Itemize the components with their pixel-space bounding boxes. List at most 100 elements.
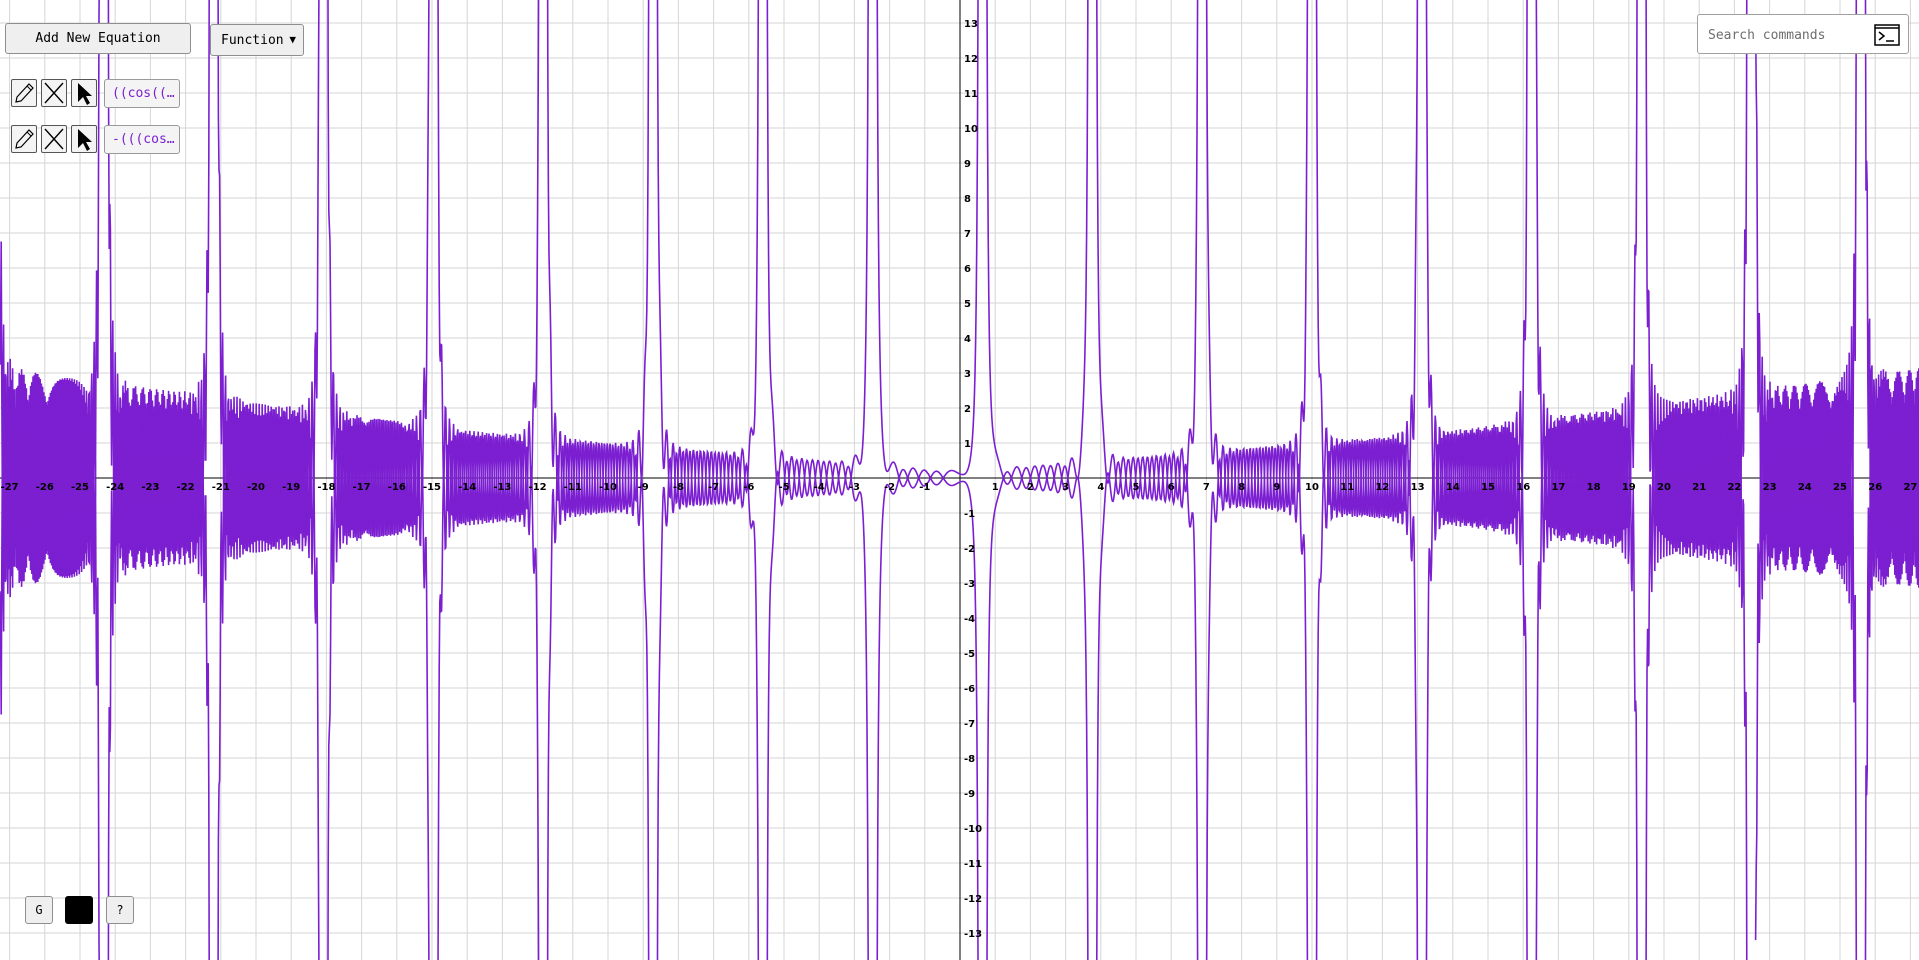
x-tick-label: 16 <box>1516 482 1530 493</box>
y-tick-label: 5 <box>964 299 971 310</box>
x-tick-label: -11 <box>564 482 582 493</box>
select-cursor-icon[interactable] <box>71 125 97 153</box>
x-tick-label: 26 <box>1868 482 1882 493</box>
x-tick-label: 8 <box>1238 482 1245 493</box>
x-tick-label: 21 <box>1692 482 1706 493</box>
edit-pencil-icon[interactable] <box>11 79 37 107</box>
y-tick-label: -6 <box>964 684 975 695</box>
y-tick-label: 10 <box>964 124 978 135</box>
x-tick-label: 15 <box>1481 482 1495 493</box>
x-tick-label: 10 <box>1305 482 1319 493</box>
x-tick-label: 22 <box>1727 482 1741 493</box>
y-tick-label: 4 <box>964 334 971 345</box>
y-tick-label: 8 <box>964 194 971 205</box>
x-tick-label: -15 <box>423 482 441 493</box>
color-swatch-button[interactable] <box>65 896 93 924</box>
x-tick-label: -13 <box>493 482 511 493</box>
x-tick-label: -14 <box>458 482 476 493</box>
x-tick-label: -19 <box>282 482 300 493</box>
chevron-down-icon: ▼ <box>289 33 296 46</box>
x-tick-label: -26 <box>36 482 54 493</box>
x-tick-label: 11 <box>1340 482 1354 493</box>
y-tick-label: 7 <box>964 229 971 240</box>
y-tick-label: -5 <box>964 649 975 660</box>
equation-label[interactable]: ((cos((… <box>104 79 180 108</box>
x-tick-label: 1 <box>992 482 999 493</box>
x-tick-label: -2 <box>884 482 895 493</box>
x-tick-label: 24 <box>1798 482 1812 493</box>
x-tick-label: 12 <box>1375 482 1389 493</box>
x-tick-label: 20 <box>1657 482 1671 493</box>
y-tick-label: -3 <box>964 579 975 590</box>
y-tick-label: 12 <box>964 54 978 65</box>
grid-toggle-button[interactable]: G <box>25 896 53 924</box>
y-axis-tick-labels: 13 12 11 10 9 8 7 6 5 4 3 2 1 -1 -2 -3 -4 -5 -6 -7 -8 -9 -10 -1… <box>964 19 982 940</box>
x-tick-label: 17 <box>1551 482 1565 493</box>
x-axis-tick-labels: -27 -26 -25 -24 -23 -22 -21 -20 -19 -18 -17 -16 -15-… <box>1 482 1918 493</box>
x-tick-label: -10 <box>599 482 617 493</box>
equation-label[interactable]: -(((cos… <box>104 125 180 154</box>
command-search-input[interactable] <box>1706 24 1870 46</box>
y-tick-label: -13 <box>964 929 982 940</box>
y-tick-label: -2 <box>964 544 975 555</box>
x-tick-label: 18 <box>1587 482 1601 493</box>
x-tick-label: -9 <box>638 482 649 493</box>
x-tick-label: -20 <box>247 482 265 493</box>
y-tick-label: 9 <box>964 159 971 170</box>
x-tick-label: -8 <box>673 482 684 493</box>
x-tick-label: -25 <box>71 482 89 493</box>
y-tick-label: -1 <box>964 509 975 520</box>
x-tick-label: 2 <box>1027 482 1034 493</box>
help-button[interactable]: ? <box>106 896 134 924</box>
delete-x-icon[interactable] <box>41 79 67 107</box>
y-tick-label: -10 <box>964 824 982 835</box>
y-tick-label: -11 <box>964 859 982 870</box>
plot-mode-value: Function <box>221 32 284 48</box>
x-tick-label: 13 <box>1411 482 1425 493</box>
x-tick-label: -7 <box>708 482 719 493</box>
x-tick-label: 25 <box>1833 482 1847 493</box>
delete-x-icon[interactable] <box>41 125 67 153</box>
plot-mode-select[interactable]: Function ▼ <box>210 24 304 56</box>
x-tick-label: -22 <box>177 482 195 493</box>
command-search-box <box>1697 14 1909 54</box>
y-tick-label: -7 <box>964 719 975 730</box>
x-tick-label: -3 <box>849 482 860 493</box>
x-tick-label: 4 <box>1097 482 1104 493</box>
y-tick-label: 3 <box>964 369 971 380</box>
x-tick-label: -12 <box>529 482 547 493</box>
x-tick-label: 9 <box>1273 482 1280 493</box>
x-tick-label: 27 <box>1903 482 1917 493</box>
y-tick-label: -9 <box>964 789 975 800</box>
select-cursor-icon[interactable] <box>71 79 97 107</box>
x-tick-label: 23 <box>1763 482 1777 493</box>
x-tick-label: -18 <box>317 482 335 493</box>
y-tick-label: 13 <box>964 19 978 30</box>
x-tick-label: -23 <box>141 482 159 493</box>
x-tick-label: -27 <box>1 482 19 493</box>
y-tick-label: 6 <box>964 264 971 275</box>
x-tick-label: -6 <box>743 482 754 493</box>
x-tick-label: 7 <box>1203 482 1210 493</box>
y-tick-label: 1 <box>964 439 971 450</box>
y-tick-label: 2 <box>964 404 971 415</box>
add-new-equation-button[interactable]: Add New Equation <box>5 23 191 54</box>
x-tick-label: -16 <box>388 482 406 493</box>
terminal-icon[interactable] <box>1874 24 1900 46</box>
x-tick-label: -24 <box>106 482 124 493</box>
x-tick-label: -1 <box>919 482 930 493</box>
x-tick-label: 14 <box>1446 482 1460 493</box>
edit-pencil-icon[interactable] <box>11 125 37 153</box>
y-tick-label: 11 <box>964 89 978 100</box>
x-tick-label: -5 <box>778 482 789 493</box>
x-tick-label: 6 <box>1168 482 1175 493</box>
x-tick-label: -4 <box>814 482 825 493</box>
x-tick-label: -21 <box>212 482 230 493</box>
y-tick-label: -8 <box>964 754 975 765</box>
y-tick-label: -12 <box>964 894 982 905</box>
x-tick-label: 3 <box>1062 482 1069 493</box>
x-tick-label: 19 <box>1622 482 1636 493</box>
